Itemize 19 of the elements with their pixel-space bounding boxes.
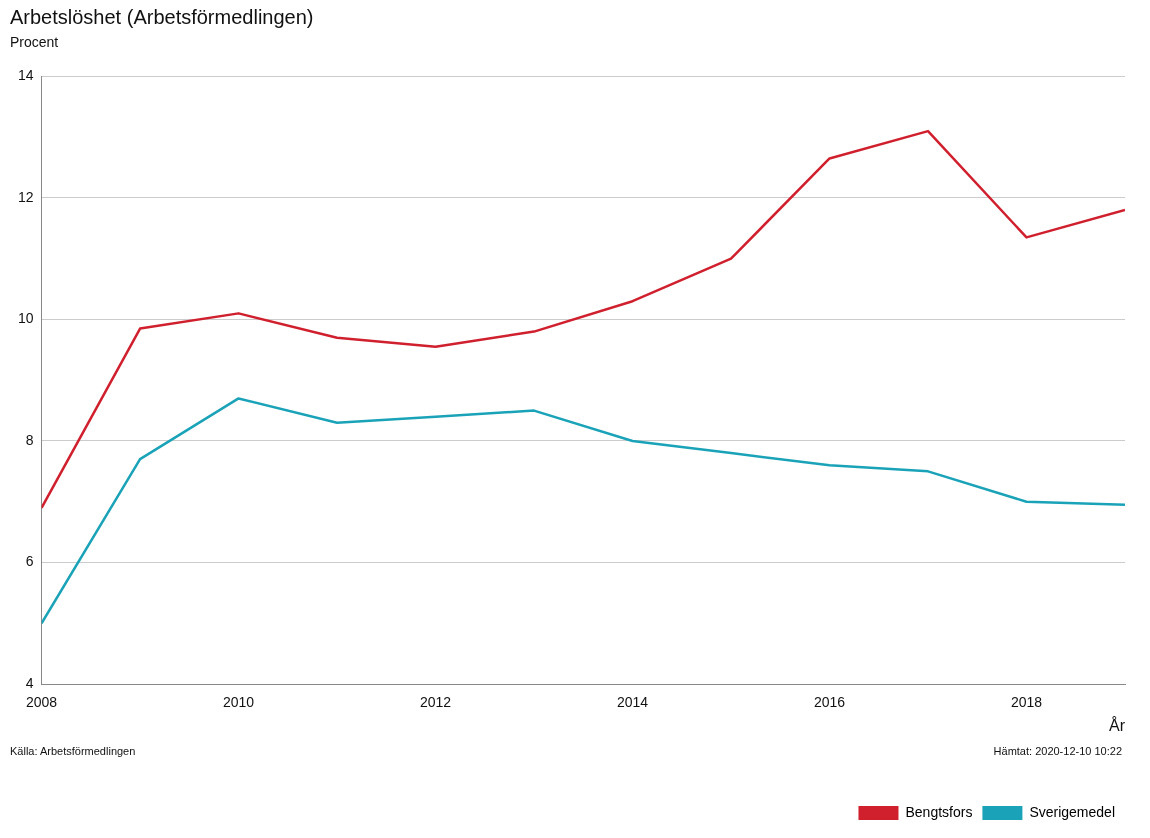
text: Hämtat: 2020-12-10 10:22 <box>993 745 1122 757</box>
legend-label: Sverigemedel <box>1029 803 1116 820</box>
y-tick-label: 14 <box>17 67 34 84</box>
x-tick-label: 2010 <box>222 694 255 711</box>
y-tick-label: 8 <box>25 431 34 448</box>
legend-label: Bengtsfors <box>905 803 973 820</box>
y-tick-label: 12 <box>17 188 34 205</box>
text: Källa: Arbetsförmedlingen <box>10 745 136 757</box>
x-axis-title: År <box>1109 715 1126 734</box>
chart-title: Arbetslöshet (Arbetsförmedlingen) <box>10 6 314 29</box>
x-tick-label: 2018 <box>1010 694 1043 711</box>
x-tick-label: 2016 <box>813 694 846 711</box>
x-tick-label: 2014 <box>616 694 649 711</box>
y-tick-label: 10 <box>17 310 34 327</box>
x-tick-label: 2008 <box>25 694 58 711</box>
x-tick-label: 2012 <box>419 694 452 711</box>
y-axis-title: Procent <box>10 34 59 50</box>
y-tick-label: 6 <box>25 553 34 570</box>
y-tick-label: 4 <box>25 674 34 691</box>
